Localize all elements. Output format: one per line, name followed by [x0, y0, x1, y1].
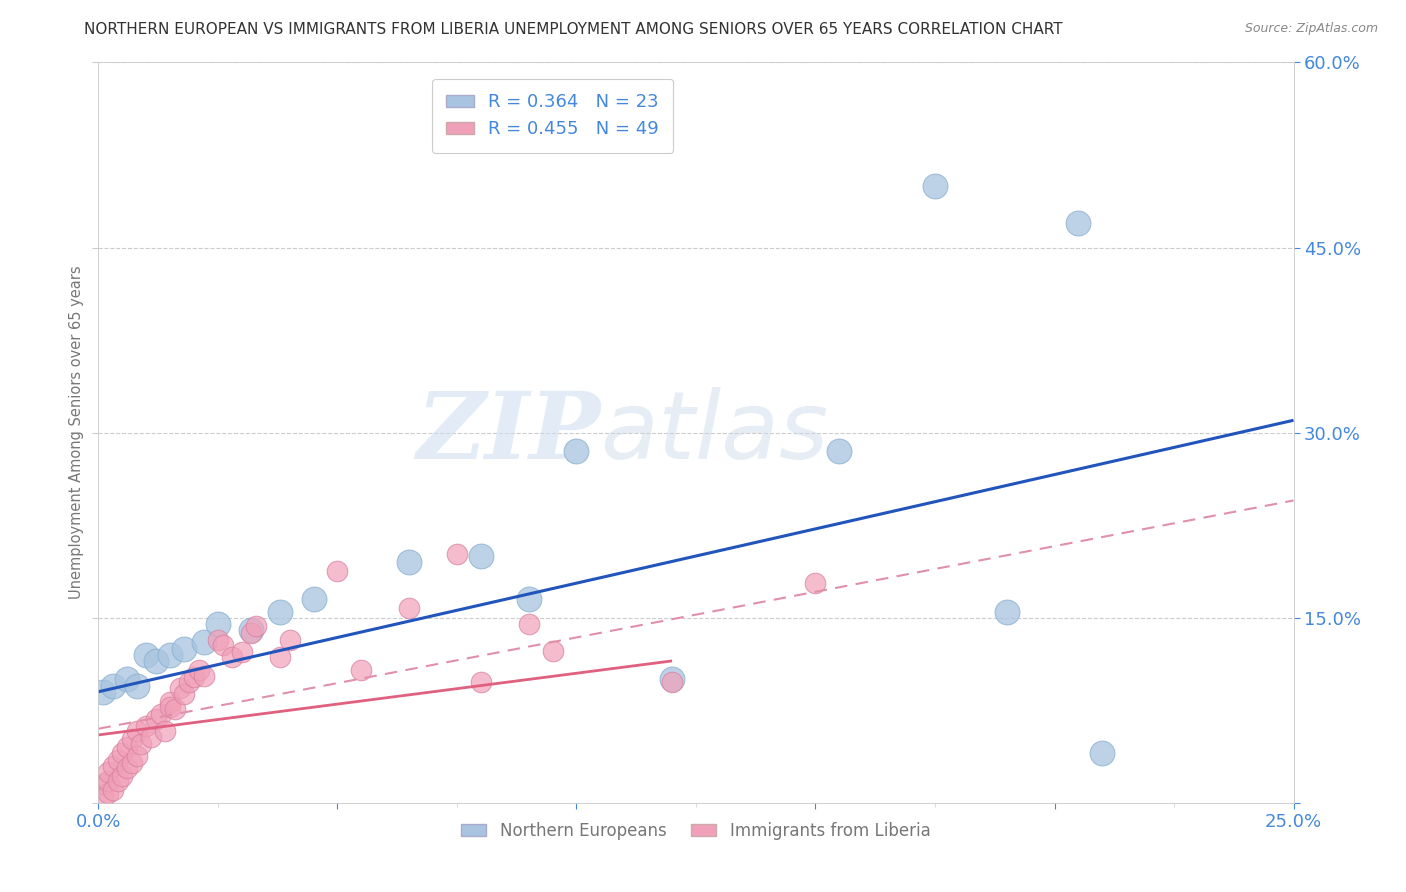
- Point: [159, 648, 181, 662]
- Point: [97, 786, 120, 800]
- Point: [101, 758, 124, 772]
- Point: [398, 600, 420, 615]
- Point: [1067, 216, 1090, 230]
- Point: [269, 605, 291, 619]
- Point: [995, 605, 1018, 619]
- Point: [131, 737, 153, 751]
- Point: [145, 654, 167, 668]
- Point: [139, 731, 162, 745]
- Point: [97, 764, 120, 779]
- Point: [135, 719, 157, 733]
- Point: [350, 663, 373, 677]
- Point: [661, 673, 683, 687]
- Point: [231, 645, 253, 659]
- Text: atlas: atlas: [600, 387, 828, 478]
- Point: [115, 673, 138, 687]
- Point: [159, 699, 181, 714]
- Point: [173, 687, 195, 701]
- Text: Source: ZipAtlas.com: Source: ZipAtlas.com: [1244, 22, 1378, 36]
- Point: [517, 592, 540, 607]
- Point: [517, 616, 540, 631]
- Point: [115, 740, 138, 755]
- Point: [107, 753, 129, 767]
- Point: [125, 679, 148, 693]
- Point: [240, 623, 263, 637]
- Point: [269, 650, 291, 665]
- Point: [924, 178, 946, 193]
- Y-axis label: Unemployment Among Seniors over 65 years: Unemployment Among Seniors over 65 years: [69, 266, 84, 599]
- Text: ZIP: ZIP: [416, 388, 600, 477]
- Point: [207, 632, 229, 647]
- Point: [326, 564, 349, 578]
- Point: [446, 547, 468, 561]
- Point: [125, 748, 148, 763]
- Point: [302, 592, 325, 607]
- Point: [145, 712, 167, 726]
- Point: [121, 756, 143, 771]
- Point: [111, 747, 134, 761]
- Point: [193, 635, 215, 649]
- Text: NORTHERN EUROPEAN VS IMMIGRANTS FROM LIBERIA UNEMPLOYMENT AMONG SENIORS OVER 65 : NORTHERN EUROPEAN VS IMMIGRANTS FROM LIB…: [84, 22, 1063, 37]
- Legend: Northern Europeans, Immigrants from Liberia: Northern Europeans, Immigrants from Libe…: [454, 815, 938, 847]
- Point: [91, 685, 114, 699]
- Point: [91, 777, 114, 791]
- Point: [107, 773, 129, 788]
- Point: [121, 731, 143, 746]
- Point: [207, 616, 229, 631]
- Point: [179, 674, 201, 689]
- Point: [211, 638, 233, 652]
- Point: [97, 773, 120, 788]
- Point: [541, 644, 564, 658]
- Point: [193, 669, 215, 683]
- Point: [470, 549, 492, 563]
- Point: [101, 783, 124, 797]
- Point: [125, 724, 148, 739]
- Point: [159, 695, 181, 709]
- Point: [183, 670, 205, 684]
- Point: [173, 641, 195, 656]
- Point: [804, 576, 827, 591]
- Point: [155, 724, 177, 739]
- Point: [111, 769, 134, 783]
- Point: [163, 702, 186, 716]
- Point: [115, 761, 138, 775]
- Point: [187, 663, 209, 677]
- Point: [661, 674, 683, 689]
- Point: [1091, 747, 1114, 761]
- Point: [398, 555, 420, 569]
- Point: [221, 650, 243, 665]
- Point: [565, 444, 588, 458]
- Point: [169, 681, 191, 695]
- Point: [149, 706, 172, 721]
- Point: [278, 632, 301, 647]
- Point: [91, 789, 114, 804]
- Point: [240, 625, 263, 640]
- Point: [135, 648, 157, 662]
- Point: [245, 619, 267, 633]
- Point: [470, 674, 492, 689]
- Point: [101, 679, 124, 693]
- Point: [828, 444, 851, 458]
